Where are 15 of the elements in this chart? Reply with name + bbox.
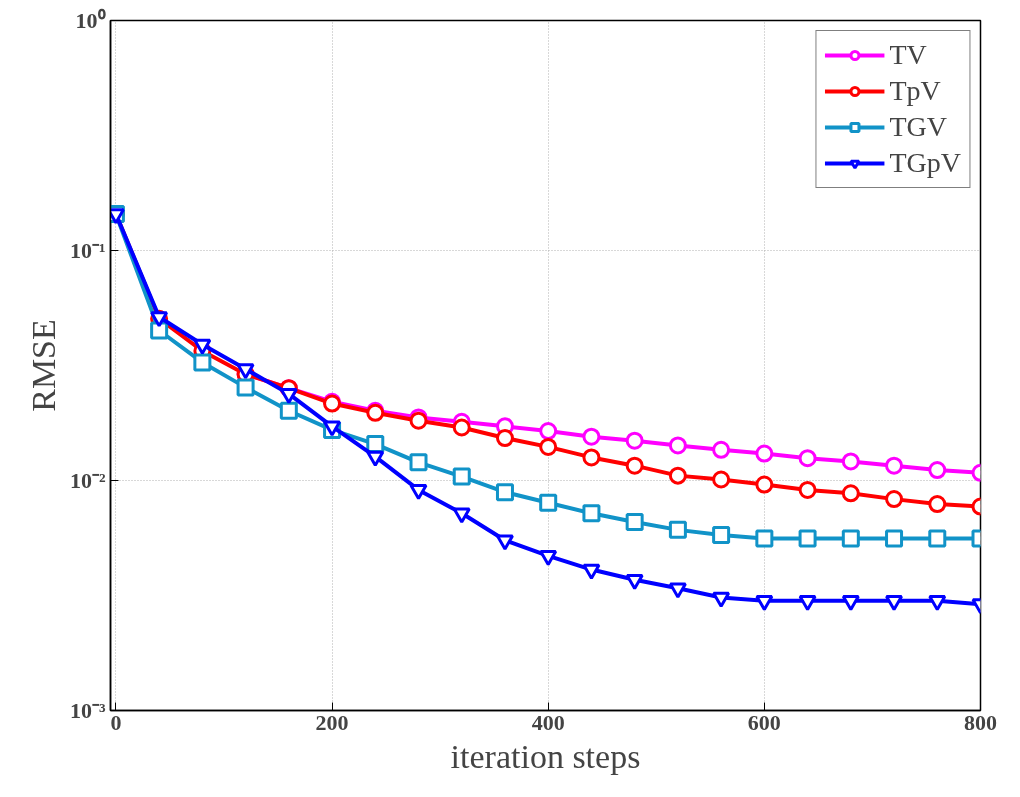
y-axis-title: RMSE bbox=[24, 319, 62, 412]
legend-label: TGV bbox=[889, 111, 947, 143]
y-tick-label: 10⁰ bbox=[75, 8, 106, 33]
x-axis-title: iteration steps bbox=[450, 737, 641, 775]
y-tick-label: 10⁻³ bbox=[69, 698, 106, 723]
x-tick-label: 800 bbox=[964, 709, 997, 735]
y-tick-label: 10⁻² bbox=[69, 468, 106, 493]
x-tick-label: 0 bbox=[110, 709, 122, 735]
y-tick-label: 10⁻¹ bbox=[69, 238, 106, 263]
x-tick-label: 200 bbox=[315, 709, 349, 735]
x-tick-label: 400 bbox=[531, 709, 565, 735]
legend-label: TpV bbox=[889, 75, 941, 107]
legend-label: TV bbox=[889, 39, 927, 71]
x-tick-label: 600 bbox=[747, 709, 781, 735]
legend-label: TGpV bbox=[889, 147, 961, 179]
